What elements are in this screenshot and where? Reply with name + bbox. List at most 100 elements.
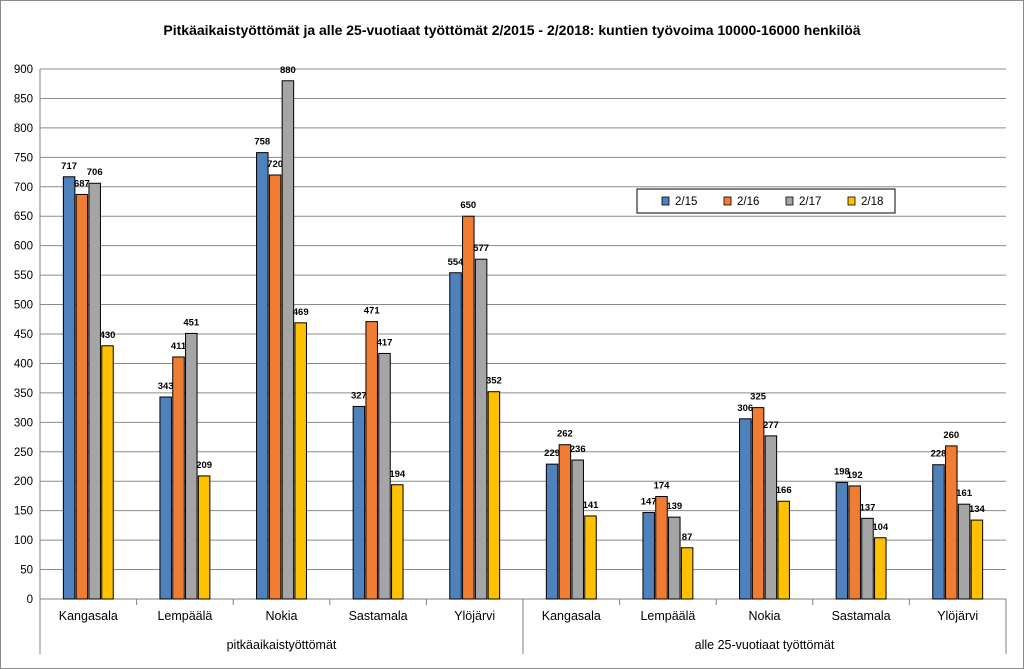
x-category-label: Kangasala bbox=[542, 609, 601, 623]
data-label: 229 bbox=[544, 448, 560, 459]
bar bbox=[945, 445, 958, 600]
bar bbox=[281, 80, 295, 600]
data-label: 417 bbox=[377, 337, 393, 348]
data-label: 87 bbox=[682, 532, 693, 543]
x-category-label: Kangasala bbox=[59, 609, 118, 623]
bar bbox=[391, 484, 404, 600]
data-label: 451 bbox=[183, 317, 200, 328]
bar bbox=[101, 345, 114, 600]
data-label: 194 bbox=[389, 469, 406, 480]
bar bbox=[378, 352, 391, 600]
x-category-label: Ylöjärvi bbox=[937, 609, 978, 623]
y-tick-label: 750 bbox=[14, 152, 33, 164]
bar bbox=[352, 405, 366, 600]
y-tick-label: 800 bbox=[14, 123, 33, 135]
legend-label: 2/18 bbox=[861, 196, 883, 208]
chart-title: Pitkäaikaistyöttömät ja alle 25-vuotiaat… bbox=[163, 22, 861, 38]
y-tick-label: 650 bbox=[14, 211, 33, 223]
bar bbox=[75, 193, 89, 600]
y-tick-label: 850 bbox=[14, 93, 33, 105]
y-tick-label: 700 bbox=[14, 182, 33, 194]
bar bbox=[365, 321, 378, 600]
legend-label: 2/17 bbox=[799, 196, 821, 208]
bar bbox=[655, 496, 668, 600]
bar bbox=[256, 152, 269, 600]
legend-swatch bbox=[661, 196, 670, 206]
x-category-label: Lempäälä bbox=[640, 609, 695, 623]
y-tick-label: 200 bbox=[14, 476, 33, 488]
bar bbox=[848, 485, 861, 600]
data-label: 717 bbox=[61, 161, 77, 172]
data-label: 880 bbox=[280, 65, 296, 76]
data-label: 577 bbox=[473, 243, 489, 254]
bar bbox=[197, 475, 211, 600]
data-label: 236 bbox=[570, 444, 586, 455]
x-category-label: Lempäälä bbox=[157, 609, 212, 623]
data-label: 706 bbox=[87, 167, 103, 178]
data-label: 277 bbox=[763, 420, 779, 431]
data-label: 141 bbox=[583, 500, 600, 511]
bar bbox=[558, 444, 572, 600]
bar bbox=[172, 356, 185, 600]
legend-swatch bbox=[723, 196, 732, 206]
x-category-label: Sastamala bbox=[832, 609, 891, 623]
bar bbox=[294, 322, 307, 600]
data-label: 471 bbox=[364, 306, 381, 317]
bar bbox=[462, 215, 475, 600]
bar bbox=[970, 519, 984, 600]
data-label: 209 bbox=[196, 460, 212, 471]
data-label: 411 bbox=[171, 341, 187, 352]
data-label: 343 bbox=[158, 381, 174, 392]
data-label: 758 bbox=[254, 137, 270, 148]
x-category-label: Sastamala bbox=[349, 609, 408, 623]
data-label: 325 bbox=[750, 392, 767, 403]
data-label: 430 bbox=[100, 330, 116, 341]
bar bbox=[932, 464, 945, 600]
y-tick-label: 300 bbox=[14, 417, 33, 429]
bar bbox=[668, 516, 681, 600]
y-tick-label: 50 bbox=[20, 565, 33, 577]
legend-label: 2/16 bbox=[737, 196, 759, 208]
data-label: 554 bbox=[448, 257, 465, 268]
y-tick-label: 550 bbox=[14, 270, 33, 282]
data-label: 166 bbox=[776, 485, 792, 496]
y-tick-label: 400 bbox=[14, 358, 33, 370]
y-tick-label: 150 bbox=[14, 506, 33, 518]
data-label: 228 bbox=[931, 449, 947, 460]
y-tick-label: 0 bbox=[27, 594, 33, 606]
bar bbox=[642, 511, 655, 600]
y-tick-label: 900 bbox=[14, 64, 33, 76]
data-label: 306 bbox=[737, 403, 753, 414]
bar bbox=[680, 547, 694, 600]
y-tick-label: 600 bbox=[14, 241, 33, 253]
bar bbox=[159, 396, 172, 600]
data-label: 174 bbox=[654, 481, 671, 492]
legend-label: 2/15 bbox=[675, 196, 697, 208]
bar bbox=[835, 481, 849, 600]
data-label: 720 bbox=[267, 159, 283, 170]
data-label: 161 bbox=[956, 488, 973, 499]
bar bbox=[584, 515, 597, 600]
bar bbox=[861, 517, 874, 600]
data-label: 147 bbox=[641, 496, 657, 507]
bar bbox=[185, 332, 198, 600]
data-label: 104 bbox=[872, 522, 889, 533]
data-label: 327 bbox=[351, 390, 367, 401]
y-tick-label: 450 bbox=[14, 329, 33, 341]
bar bbox=[957, 503, 971, 600]
data-label: 192 bbox=[847, 470, 863, 481]
x-group-label: pitkäaikaistyöttömät bbox=[227, 638, 337, 652]
y-tick-label: 350 bbox=[14, 388, 33, 400]
bar bbox=[474, 258, 488, 600]
bar bbox=[545, 463, 559, 600]
data-label: 687 bbox=[74, 178, 90, 189]
legend-swatch bbox=[847, 196, 856, 206]
x-category-label: Ylöjärvi bbox=[454, 609, 495, 623]
data-label: 139 bbox=[666, 501, 682, 512]
data-label: 260 bbox=[943, 430, 959, 441]
data-label: 198 bbox=[834, 466, 850, 477]
data-label: 650 bbox=[460, 200, 476, 211]
bar bbox=[739, 418, 752, 600]
data-label: 134 bbox=[969, 504, 986, 515]
data-label: 262 bbox=[557, 429, 573, 440]
